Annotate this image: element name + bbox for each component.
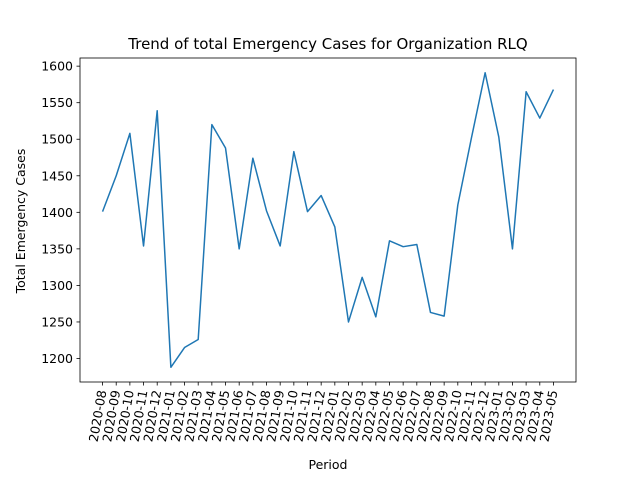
y-tick-label: 1600 [41,59,73,74]
plot-area [79,57,577,383]
y-tick-label: 1400 [41,205,73,220]
axes-frame [79,57,577,383]
y-axis-ticks: 1200 1250 1300 1350 1400 1450 1500 1550 1600 [41,59,80,366]
y-tick-label: 1350 [41,241,73,256]
y-tick-label: 1250 [41,314,73,329]
y-tick-label: 1300 [41,278,73,293]
y-tick-label: 1450 [41,168,73,183]
series-line [101,71,555,369]
x-axis-label: Period [309,457,348,472]
x-axis-ticks: 2020-082020-092020-102020-112020-122021-… [86,382,560,443]
y-axis-label: Total Emergency Cases [13,149,28,295]
chart-title: Trend of total Emergency Cases for Organ… [127,35,527,53]
y-tick-label: 1200 [41,351,73,366]
y-tick-label: 1550 [41,95,73,110]
y-tick-label: 1500 [41,132,73,147]
